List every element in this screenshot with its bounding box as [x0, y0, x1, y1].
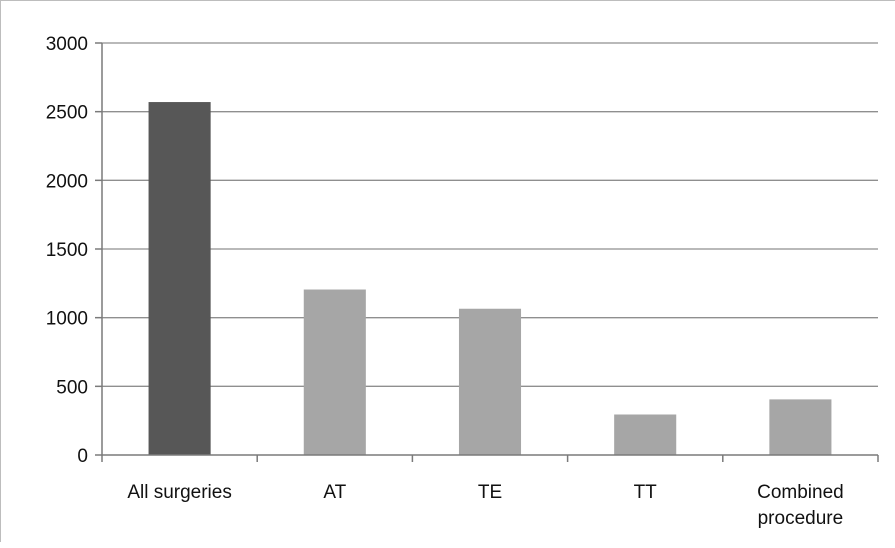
y-tick-label: 1000 — [46, 309, 88, 330]
bar-combined-procedure — [769, 399, 832, 455]
gridlines — [102, 42, 878, 387]
y-tick-label: 2500 — [46, 103, 88, 124]
bar-at — [303, 289, 366, 455]
bar-tt — [614, 414, 677, 455]
bar-all-surgeries — [148, 102, 211, 455]
y-tick-label: 500 — [56, 377, 88, 398]
x-category-label: All surgeries — [127, 482, 232, 503]
bars — [148, 102, 832, 455]
x-category-label: TE — [478, 482, 502, 503]
y-tick-label: 1500 — [46, 240, 88, 261]
y-tick-label: 3000 — [46, 34, 88, 55]
x-category-label: AT — [323, 482, 346, 503]
y-tick-labels: 0 500 1000 1500 2000 2500 3000 — [46, 34, 88, 467]
x-category-label: TT — [634, 482, 658, 503]
y-tick-label: 2000 — [46, 171, 88, 192]
x-category-labels: All surgeries AT TE TT Combined procedure — [127, 482, 843, 529]
y-tick-label: 0 — [77, 446, 88, 467]
bar-te — [458, 308, 522, 455]
x-category-label: Combined procedure — [757, 482, 844, 529]
axes — [95, 42, 879, 462]
